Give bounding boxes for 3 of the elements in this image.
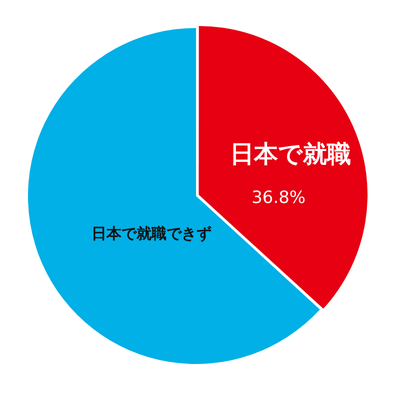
slice-label: 日本で就職できず <box>91 224 212 242</box>
slice-label: 日本で就職 <box>230 140 352 168</box>
data-label: 36.8% <box>252 188 306 208</box>
